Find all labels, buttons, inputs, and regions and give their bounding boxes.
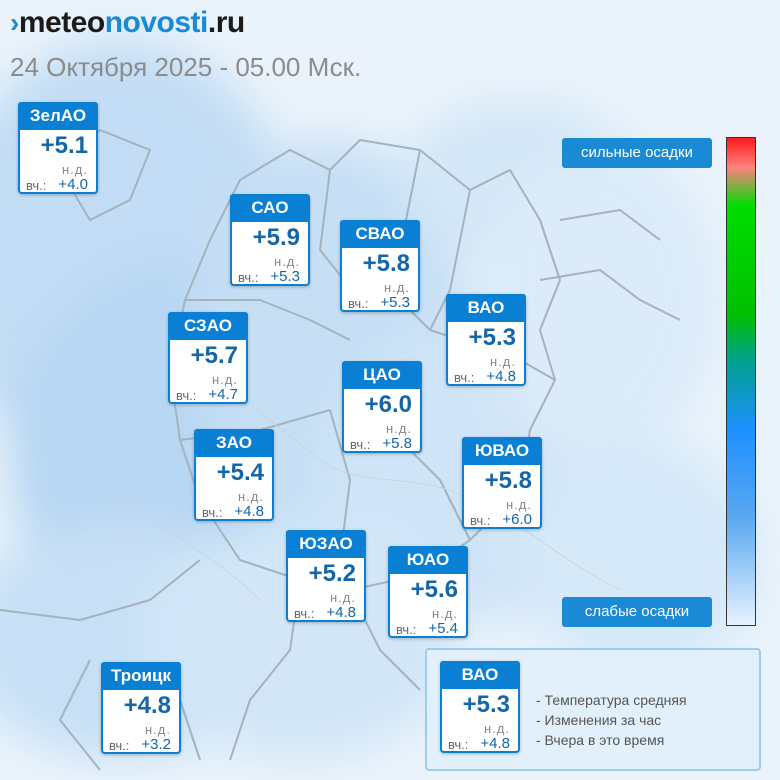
district-hourly-change: н.д. [432, 606, 458, 621]
district-hourly-change: н.д. [238, 489, 264, 504]
river-lines [119, 359, 621, 601]
district-hourly-change: н.д. [274, 254, 300, 269]
yesterday-label: вч.: [454, 370, 475, 385]
district-name: СВАО [340, 220, 420, 248]
district-yesterday-temp: +4.0 [58, 176, 88, 193]
district-name: ЮВАО [462, 437, 542, 465]
district-card-zelao[interactable]: ЗелАО +5.1 н.д. вч.: +4.0 [18, 102, 98, 194]
district-temperature: +5.4 [216, 459, 264, 486]
legend-note-hourly-change: - Изменения за час [536, 712, 662, 728]
district-name: ЗелАО [18, 102, 98, 130]
legend-note-average-temp: - Температура средняя [536, 692, 687, 708]
yesterday-label: вч.: [238, 270, 259, 285]
district-yesterday-temp: +4.7 [208, 386, 238, 403]
district-card-svao[interactable]: СВАО +5.8 н.д. вч.: +5.3 [340, 220, 420, 312]
district-yesterday-temp: +4.8 [234, 503, 264, 520]
district-temperature: +5.7 [190, 342, 238, 369]
district-temperature: +5.1 [40, 132, 88, 159]
district-hourly-change: н.д. [506, 497, 532, 512]
district-card-troitsk[interactable]: Троицк +4.8 н.д. вч.: +3.2 [101, 662, 181, 754]
district-hourly-change: н.д. [484, 721, 510, 736]
district-temperature: +5.3 [468, 324, 516, 351]
forecast-datetime: 24 Октября 2025 - 05.00 Мск. [10, 52, 362, 82]
district-temperature: +5.9 [252, 224, 300, 251]
district-hourly-change: н.д. [212, 372, 238, 387]
yesterday-label: вч.: [470, 513, 491, 528]
district-yesterday-temp: +4.8 [486, 368, 516, 385]
legend-notes: - Температура средняя - Изменения за час… [536, 690, 687, 750]
district-yesterday-temp: +4.8 [326, 604, 356, 621]
district-temperature: +5.8 [362, 250, 410, 277]
district-card-zao[interactable]: ЗАО +5.4 н.д. вч.: +4.8 [194, 429, 274, 521]
district-temperature: +5.6 [410, 576, 458, 603]
yesterday-label: вч.: [396, 622, 417, 637]
yesterday-label: вч.: [294, 606, 315, 621]
district-name: ВАО [440, 661, 520, 689]
district-yesterday-temp: +5.8 [382, 435, 412, 452]
yesterday-label: вч.: [109, 738, 130, 753]
district-card-yuvao[interactable]: ЮВАО +5.8 н.д. вч.: +6.0 [462, 437, 542, 529]
district-temperature: +5.3 [462, 691, 510, 718]
district-card-szao[interactable]: СЗАО +5.7 н.д. вч.: +4.7 [168, 312, 248, 404]
logo-text-meteo: meteo [18, 6, 105, 39]
yesterday-label: вч.: [202, 505, 223, 520]
district-name: ВАО [446, 294, 526, 322]
district-card-yuao[interactable]: ЮАО +5.6 н.д. вч.: +5.4 [388, 546, 468, 638]
logo-mark-icon: › [10, 7, 19, 38]
district-temperature: +4.8 [123, 692, 171, 719]
district-yesterday-temp: +4.8 [480, 735, 510, 752]
district-hourly-change: н.д. [62, 162, 88, 177]
district-name: ЮАО [388, 546, 468, 574]
district-name: Троицк [101, 662, 181, 690]
legend-note-yesterday: - Вчера в это время [536, 732, 665, 748]
district-card-vao[interactable]: ВАО +5.3 н.д. вч.: +4.8 [446, 294, 526, 386]
district-hourly-change: н.д. [330, 590, 356, 605]
yesterday-label: вч.: [176, 388, 197, 403]
district-hourly-change: н.д. [490, 354, 516, 369]
yesterday-label: вч.: [350, 437, 371, 452]
logo-text-domain: .ru [207, 6, 245, 39]
district-temperature: +6.0 [364, 391, 412, 418]
district-temperature: +5.8 [484, 467, 532, 494]
district-yesterday-temp: +5.4 [428, 620, 458, 637]
district-card-yuzao[interactable]: ЮЗАО +5.2 н.д. вч.: +4.8 [286, 530, 366, 622]
district-name: ЗАО [194, 429, 274, 457]
yesterday-label: вч.: [448, 737, 469, 752]
precipitation-color-scale [726, 137, 756, 626]
district-card-cao[interactable]: ЦАО +6.0 н.д. вч.: +5.8 [342, 361, 422, 453]
district-name: ЦАО [342, 361, 422, 389]
district-hourly-change: н.д. [145, 722, 171, 737]
district-card-sao[interactable]: САО +5.9 н.д. вч.: +5.3 [230, 194, 310, 286]
district-hourly-change: н.д. [386, 421, 412, 436]
district-name: СЗАО [168, 312, 248, 340]
district-yesterday-temp: +6.0 [502, 511, 532, 528]
site-logo[interactable]: ›meteonovosti.ru [10, 6, 245, 40]
district-yesterday-temp: +3.2 [141, 736, 171, 753]
district-yesterday-temp: +5.3 [270, 268, 300, 285]
district-hourly-change: н.д. [384, 280, 410, 295]
district-name: ЮЗАО [286, 530, 366, 558]
district-temperature: +5.2 [308, 560, 356, 587]
district-name: САО [230, 194, 310, 222]
district-yesterday-temp: +5.3 [380, 294, 410, 311]
logo-text-novosti: novosti [104, 6, 209, 39]
heavy-precipitation-label: сильные осадки [562, 138, 712, 168]
light-precipitation-label: слабые осадки [562, 597, 712, 627]
legend-sample-card: ВАО +5.3 н.д. вч.: +4.8 [440, 661, 520, 753]
yesterday-label: вч.: [26, 178, 47, 193]
yesterday-label: вч.: [348, 296, 369, 311]
